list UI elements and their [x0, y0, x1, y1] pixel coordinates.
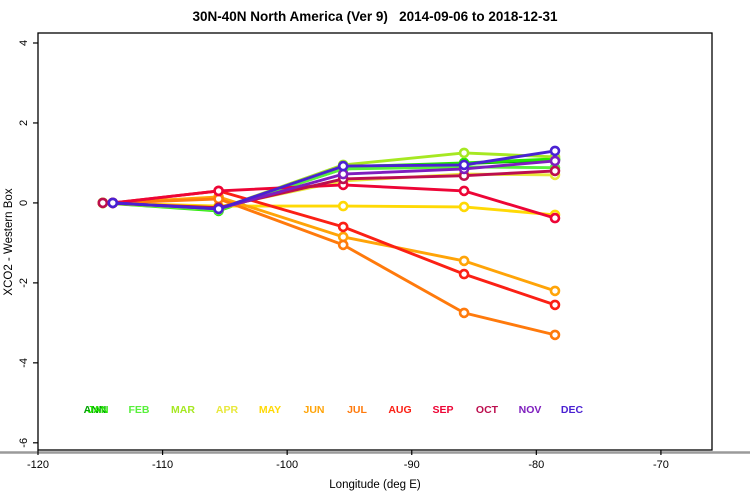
legend-month-aug: AUG	[388, 404, 411, 416]
legend-month-feb: FEB	[129, 404, 150, 416]
series-oct-line	[101, 169, 557, 210]
x-tick-label: -110	[152, 459, 173, 471]
x-tick-label: -70	[653, 459, 669, 471]
series-dec-point	[549, 145, 561, 157]
x-axis-title: Longitude (deg E)	[329, 479, 421, 491]
x-tick-label: -120	[27, 459, 49, 471]
series-aug-point	[337, 221, 349, 233]
legend-month-may: MAY	[259, 404, 281, 416]
x-tick-label: -90	[404, 459, 420, 471]
legend-month-ann: ANN	[84, 404, 107, 416]
series-dec-point	[213, 203, 224, 215]
y-axis-title: XCO2 - Western Box	[3, 188, 15, 295]
series-jul-line	[111, 197, 557, 337]
series-jun-point	[549, 285, 561, 297]
series-sep-point	[213, 185, 224, 197]
legend-month-dec: DEC	[561, 404, 584, 416]
legend-month-nov: NOV	[519, 404, 542, 416]
legend-month-sep: SEP	[432, 404, 453, 416]
series-jul-point	[458, 307, 470, 319]
legend-month-oct: OCT	[476, 404, 499, 416]
y-tick-label: -2	[18, 278, 30, 288]
legend-month-jul: JUL	[347, 404, 367, 416]
legend-month-mar: MAR	[171, 404, 195, 416]
series-may-point	[458, 201, 470, 213]
series-oct-point	[97, 197, 109, 209]
y-tick-label: 2	[18, 120, 30, 126]
y-tick-label: 4	[18, 40, 30, 46]
plot-border	[37, 32, 713, 451]
series-jun-line	[111, 195, 557, 293]
series-aug-point	[549, 299, 561, 311]
y-tick-label: -6	[18, 438, 30, 448]
chart-title: 30N-40N North America (Ver 9) 2014-09-06…	[193, 9, 558, 24]
series-dec-point	[337, 160, 349, 172]
series-aug-point	[458, 268, 470, 280]
series-may-point	[337, 200, 349, 212]
x-tick-label: -100	[276, 459, 298, 471]
x-tick-label: -80	[528, 459, 544, 471]
y-tick-label: -4	[18, 358, 30, 368]
legend-month-jun: JUN	[303, 404, 324, 416]
y-tick-label: 0	[18, 200, 30, 206]
series-dec-point	[458, 159, 470, 171]
series-oct-point	[549, 165, 561, 177]
series-sep-point	[549, 212, 561, 224]
series-sep-point	[458, 185, 470, 197]
series-nov-point	[549, 155, 561, 167]
series-mar-point	[458, 147, 470, 159]
legend-month-jan: JAN	[87, 404, 108, 416]
series-jul-point	[549, 329, 561, 341]
legend-month-apr: APR	[216, 404, 239, 416]
series-jun-point	[458, 255, 470, 267]
series-dec-point	[107, 197, 119, 209]
series-jul-point	[337, 239, 349, 251]
